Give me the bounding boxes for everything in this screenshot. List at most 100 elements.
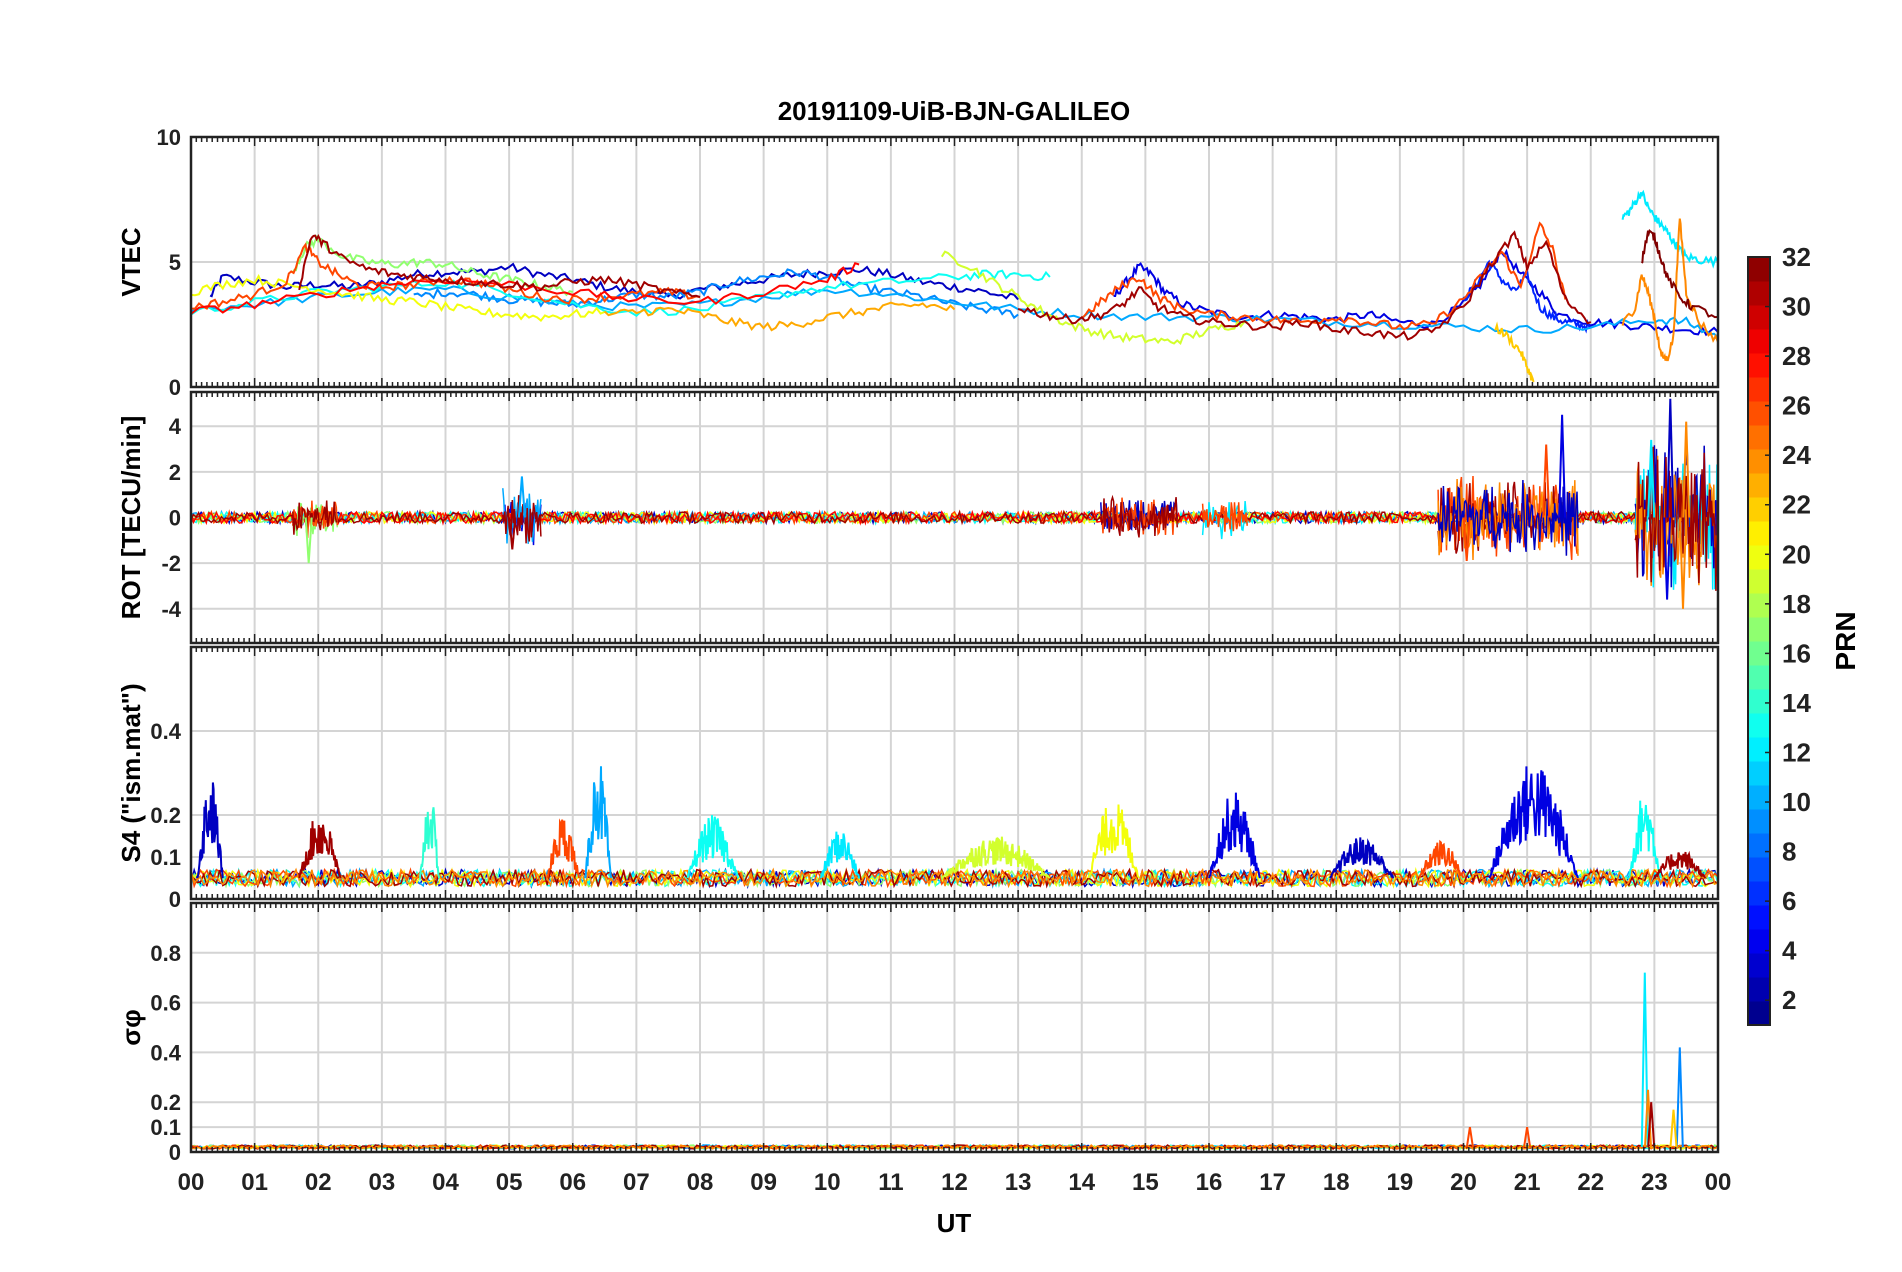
colorbar-bin <box>1748 329 1770 354</box>
colorbar-bin <box>1748 977 1770 1002</box>
colorbar-bin <box>1748 665 1770 690</box>
colorbar-bin <box>1748 257 1770 282</box>
spike-prn-24 <box>1679 517 1687 609</box>
vtec-series-prn-10 <box>191 285 1718 338</box>
y-axis-label: σφ <box>116 1009 146 1045</box>
y-tick-label: 0.2 <box>150 1090 181 1115</box>
x-tick-label: 15 <box>1132 1169 1159 1196</box>
s4-burst-prn-3 <box>196 782 224 879</box>
rot-series-prn-31 <box>292 500 338 535</box>
spike-prn-26 <box>1523 1126 1532 1148</box>
y-tick-label: 4 <box>169 414 182 439</box>
vtec-series-prn-20 <box>191 273 605 323</box>
colorbar-tick-label: 8 <box>1782 837 1796 867</box>
colorbar-frame <box>1747 256 1771 1026</box>
spike-prn-26 <box>1542 444 1551 518</box>
y-tick-label: 0.1 <box>150 845 181 870</box>
colorbar-tick-label: 26 <box>1782 391 1811 421</box>
s4-burst-prn-3 <box>1329 837 1395 879</box>
y-tick-label: 0.4 <box>150 1040 181 1065</box>
spike-prn-26 <box>1462 517 1471 561</box>
vtec-series-prn-23 <box>603 301 956 332</box>
y-tick-label: 0 <box>169 375 181 400</box>
colorbar-bin <box>1748 401 1770 426</box>
colorbar-bin <box>1748 857 1770 882</box>
x-tick-label: 04 <box>432 1169 459 1196</box>
x-tick-label: 13 <box>1005 1169 1032 1196</box>
s4-baseline-prn-31 <box>191 867 1718 889</box>
s4-burst-prn-4 <box>1208 792 1261 879</box>
colorbar-bin <box>1748 449 1770 474</box>
x-tick-label: 18 <box>1323 1169 1350 1196</box>
y-tick-label: 0 <box>169 1140 181 1165</box>
x-tick-label: 23 <box>1641 1169 1668 1196</box>
colorbar-bin <box>1748 641 1770 666</box>
x-tick-label: 00 <box>178 1169 205 1196</box>
x-tick-label: 21 <box>1514 1169 1541 1196</box>
colorbar-tick-label: 18 <box>1782 589 1811 619</box>
colorbar-bin <box>1748 569 1770 594</box>
x-tick-label: 08 <box>687 1169 714 1196</box>
colorbar-tick-label: 30 <box>1782 292 1811 322</box>
spike-prn-12 <box>1647 439 1656 518</box>
x-tick-label: 12 <box>941 1169 968 1196</box>
y-tick-label: -2 <box>161 551 181 576</box>
vtec-series-prn-12 <box>1621 189 1718 269</box>
y-tick-label: 0.8 <box>150 941 181 966</box>
vtec-series-prn-31 <box>1017 230 1592 341</box>
y-tick-label: 0.6 <box>150 991 181 1016</box>
vtec-series-prn-26 <box>191 242 701 310</box>
x-tick-label: 22 <box>1577 1169 1604 1196</box>
x-tick-label: 07 <box>623 1169 650 1196</box>
x-tick-label: 17 <box>1259 1169 1286 1196</box>
s4-burst-prn-26 <box>1418 839 1465 879</box>
rot-series-prn-3 <box>1437 479 1579 556</box>
x-tick-label: 11 <box>878 1169 903 1196</box>
panel-rot: -4 -2 0 2 4 ROT [TECU/min] <box>116 390 1720 645</box>
x-tick-label: 03 <box>369 1169 396 1196</box>
vtec-series-prn-9 <box>413 268 1019 320</box>
rot-series-prn-26 <box>1201 502 1248 532</box>
s4-burst-prn-31 <box>298 821 342 879</box>
colorbar-bin <box>1748 689 1770 714</box>
x-tick-label: 05 <box>496 1169 523 1196</box>
y-tick-label: 0 <box>169 506 181 531</box>
vtec-series-prn-22 <box>1494 321 1535 383</box>
y-axis-label: VTEC <box>116 227 146 297</box>
colorbar-tick-label: 20 <box>1782 539 1811 569</box>
spike-prn-31 <box>1647 1102 1656 1148</box>
s4-burst-prn-14 <box>419 807 441 879</box>
colorbar-bin <box>1748 497 1770 522</box>
x-tick-label: 16 <box>1196 1169 1223 1196</box>
s4-burst-prn-31 <box>1653 850 1707 879</box>
spike-prn-4 <box>1663 517 1672 600</box>
vtec-series-prn-26 <box>1081 221 1567 331</box>
colorbar-bin <box>1748 593 1770 618</box>
y-tick-label: 10 <box>157 125 181 150</box>
colorbar-bin <box>1748 425 1770 450</box>
s4-burst-prn-10 <box>584 766 612 879</box>
x-tick-label: 01 <box>241 1169 268 1196</box>
colorbar-bin <box>1748 473 1770 498</box>
colorbar-tick-label: 24 <box>1782 440 1811 470</box>
vtec-series-prn-32 <box>1640 229 1718 319</box>
colorbar-bin <box>1748 713 1770 738</box>
spike-prn-17 <box>304 517 313 564</box>
colorbar-bin <box>1748 833 1770 858</box>
colorbar-bin <box>1748 905 1770 930</box>
colorbar-tick-label: 12 <box>1782 737 1811 767</box>
colorbar-label: PRN <box>1830 611 1861 670</box>
x-tick-label: 09 <box>750 1169 777 1196</box>
colorbar-tick-label: 22 <box>1782 490 1811 520</box>
colorbar-bin <box>1748 617 1770 642</box>
colorbar-tick-label: 14 <box>1782 688 1811 718</box>
colorbar-tick-label: 10 <box>1782 787 1811 817</box>
colorbar-bin <box>1748 305 1770 330</box>
y-tick-label: 0 <box>169 887 181 912</box>
data-layer <box>191 766 1718 890</box>
colorbar-bin <box>1748 521 1770 546</box>
x-tick-label: 19 <box>1387 1169 1414 1196</box>
colorbar-bin <box>1748 953 1770 978</box>
spike-prn-22 <box>1669 1109 1678 1148</box>
